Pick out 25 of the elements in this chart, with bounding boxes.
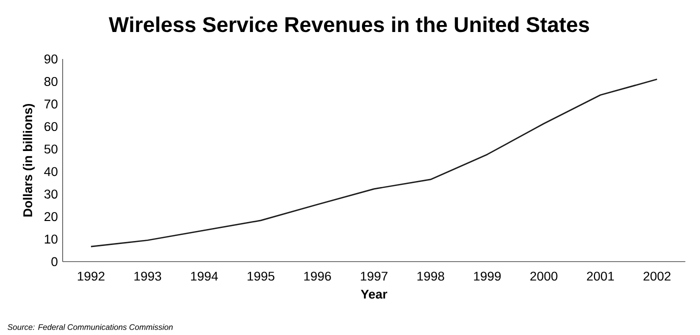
x-tick-label: 1996	[304, 272, 331, 281]
y-tick-label: 30	[44, 190, 58, 199]
y-tick-label: 40	[44, 167, 58, 176]
y-tick-label: 90	[44, 54, 58, 64]
chart-title: Wireless Service Revenues in the United States	[108, 16, 589, 32]
x-tick-label: 2001	[586, 272, 614, 281]
source-note: Source: Federal Communications Commission	[8, 324, 173, 330]
y-tick-label: 60	[44, 122, 58, 132]
y-tick-label: 50	[44, 144, 58, 154]
x-tick-label: 1998	[417, 272, 444, 281]
x-axis-title: Year	[360, 290, 388, 299]
x-tick-label: 1994	[191, 272, 218, 281]
x-tick-label: 1992	[78, 272, 104, 281]
y-tick-label: 0	[51, 257, 58, 266]
x-tick-label: 2000	[530, 272, 558, 281]
x-tick-label: 1999	[474, 272, 501, 281]
x-tick-label: 2002	[644, 272, 670, 281]
x-tick-label: 1993	[134, 272, 162, 281]
y-axis-title: Dollars (in billions)	[22, 104, 35, 216]
x-tick-label: 1997	[360, 272, 388, 281]
y-tick-label: 20	[44, 212, 58, 222]
y-tick-label: 80	[44, 77, 58, 86]
y-tick-label: 70	[44, 100, 58, 109]
x-tick-label: 1995	[248, 272, 274, 281]
y-tick-label: 10	[44, 234, 58, 244]
